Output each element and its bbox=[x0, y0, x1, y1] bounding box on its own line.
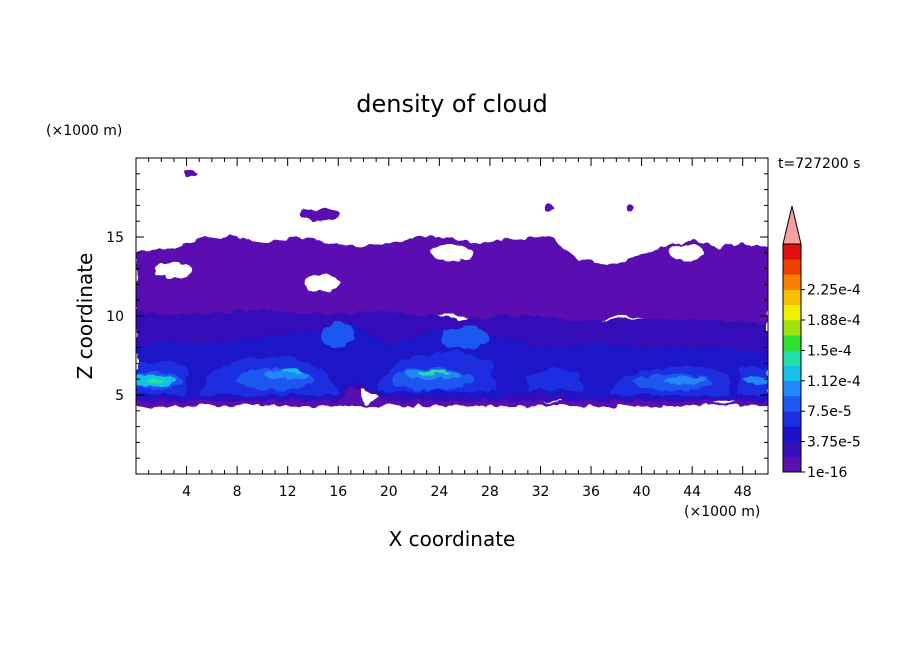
time-label: t=727200 s bbox=[778, 156, 860, 172]
colorbar-swatch bbox=[783, 426, 801, 442]
cloud-core-level-5 bbox=[742, 376, 768, 386]
x-tick-label: 12 bbox=[279, 484, 297, 500]
colorbar: 1e-16 3.75e-5 7.5e-5 1.12e-4 1.5e-4 1.88e-4 2.… bbox=[782, 205, 861, 481]
colorbar-swatch bbox=[783, 456, 801, 473]
cloud-patch bbox=[544, 203, 555, 211]
clear-gap bbox=[302, 274, 339, 292]
colorbar-label: 2.25e-4 bbox=[807, 283, 861, 299]
y-unit-label: (×1000 m) bbox=[46, 123, 122, 139]
colorbar-swatch bbox=[783, 304, 801, 321]
x-tick-label: 4 bbox=[182, 484, 191, 500]
colorbar-swatch bbox=[783, 274, 801, 290]
colorbar-frame bbox=[782, 243, 802, 473]
colorbar-swatch bbox=[783, 380, 801, 397]
y-tick-label: 15 bbox=[106, 230, 124, 246]
cloud-core-level-5 bbox=[664, 376, 708, 385]
x-axis-ticks: 4 8 12 16 20 24 28 32 36 40 44 48 bbox=[148, 158, 756, 500]
colorbar-label: 1.88e-4 bbox=[807, 313, 861, 329]
colorbar-label: 1e-16 bbox=[807, 465, 847, 481]
colorbar-swatch bbox=[783, 411, 801, 427]
colorbar-swatch bbox=[783, 244, 801, 260]
colorbar-swatch bbox=[783, 259, 801, 275]
colorbar-extend-arrow bbox=[782, 205, 802, 245]
colorbar-swatch bbox=[783, 335, 801, 351]
x-tick-label: 36 bbox=[582, 484, 600, 500]
clear-gap bbox=[153, 262, 195, 279]
y-axis-ticks: 5 10 15 bbox=[106, 173, 768, 459]
x-unit-label: (×1000 m) bbox=[684, 504, 760, 520]
colorbar-swatch bbox=[783, 396, 801, 412]
colorbar-swatch bbox=[783, 350, 801, 366]
x-tick-label: 44 bbox=[683, 484, 701, 500]
cloud-core-level-7 bbox=[416, 370, 450, 376]
y-tick-label: 5 bbox=[115, 388, 124, 404]
x-tick-label: 28 bbox=[481, 484, 499, 500]
cloud-patch bbox=[297, 208, 341, 222]
x-tick-label: 16 bbox=[329, 484, 347, 500]
x-tick-label: 40 bbox=[633, 484, 651, 500]
colorbar-label: 7.5e-5 bbox=[807, 404, 852, 420]
colorbar-swatch bbox=[783, 441, 801, 458]
cloud-core-level-4 bbox=[321, 322, 355, 348]
cloud-core-level-3 bbox=[527, 368, 585, 391]
cloud-patch bbox=[184, 170, 197, 177]
y-tick-label: 10 bbox=[106, 309, 124, 325]
cloud-core-level-7 bbox=[144, 378, 166, 384]
colorbar-label: 1.5e-4 bbox=[807, 343, 852, 359]
cloud-patch bbox=[625, 203, 635, 211]
x-axis-label: X coordinate bbox=[389, 527, 516, 551]
colorbar-swatch bbox=[783, 365, 801, 382]
clear-gap bbox=[668, 244, 704, 261]
x-tick-label: 24 bbox=[430, 484, 448, 500]
chart-title: density of cloud bbox=[356, 90, 547, 118]
colorbar-label: 3.75e-5 bbox=[807, 435, 861, 451]
cloud-core-level-6 bbox=[280, 368, 303, 374]
x-tick-label: 20 bbox=[380, 484, 398, 500]
x-tick-label: 8 bbox=[233, 484, 242, 500]
colorbar-swatch bbox=[783, 289, 801, 306]
cloud-density-field bbox=[136, 170, 768, 407]
y-axis-label: Z coordinate bbox=[73, 253, 97, 380]
colorbar-swatch bbox=[783, 320, 801, 336]
clear-gap bbox=[431, 244, 473, 261]
x-tick-label: 32 bbox=[532, 484, 550, 500]
cloud-core-level-4 bbox=[439, 327, 490, 350]
colorbar-label: 1.12e-4 bbox=[807, 374, 861, 390]
x-tick-label: 48 bbox=[734, 484, 752, 500]
